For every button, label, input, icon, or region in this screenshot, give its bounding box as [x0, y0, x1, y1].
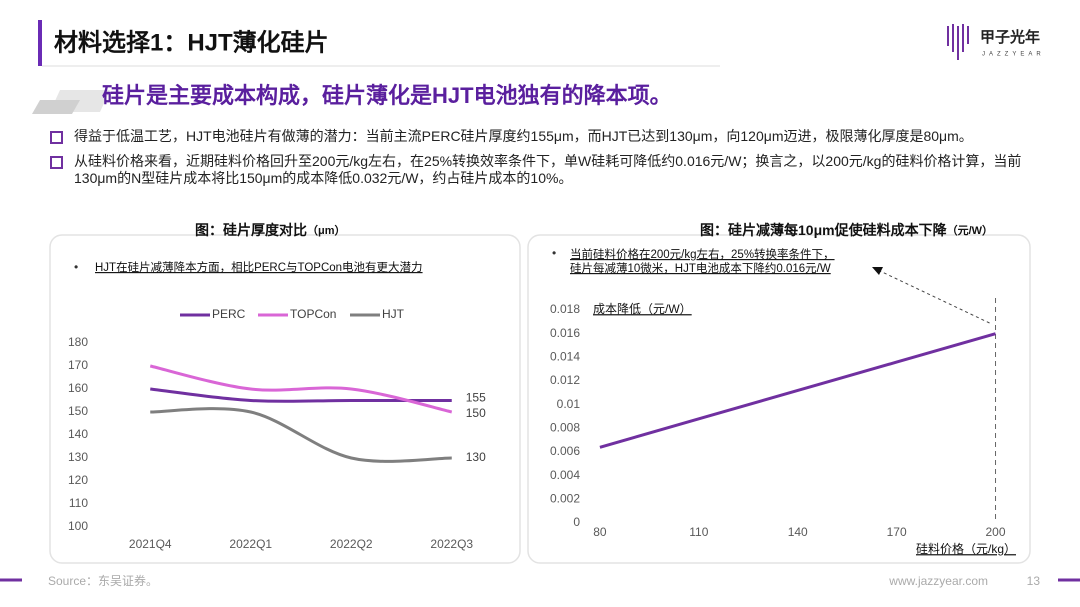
- chart-unit: （元/W）: [947, 224, 993, 237]
- x-tick-label: 170: [887, 525, 907, 539]
- panel: [527, 234, 1031, 564]
- y-tick-label: 0.014: [550, 350, 580, 364]
- x-tick-label: 80: [593, 525, 607, 539]
- y-tick-label: 0.018: [550, 302, 580, 316]
- slide-title: 材料选择1：HJT薄化硅片: [54, 28, 329, 56]
- y-tick-label: 0: [573, 515, 580, 529]
- source: Source：东吴证券。: [48, 573, 158, 588]
- y-tick-label: 110: [69, 496, 88, 510]
- panel: [49, 234, 521, 564]
- x-tick-label: 2022Q3: [430, 537, 473, 551]
- chart-title: 图：硅片减薄每10μm促使硅料成本下降（元/W）: [700, 222, 993, 238]
- chart-title-text: 图：硅片厚度对比: [195, 222, 307, 238]
- y-tick-label: 120: [68, 473, 88, 487]
- x-tick-label: 200: [986, 525, 1006, 539]
- logo-tagline: JAZZYEAR: [982, 52, 1045, 58]
- annotation: 硅片每减薄10微米，HJT电池成本下降约0.016元/W: [570, 261, 831, 275]
- annotation: 当前硅料价格在200元/kg左右，25%转换率条件下，: [570, 247, 835, 261]
- chart-title: 图：硅片厚度对比（μm）: [195, 222, 346, 238]
- bullet-list: 得益于低温工艺，HJT电池硅片有做薄的潜力：当前主流PERC硅片厚度约155μm…: [48, 128, 1038, 195]
- x-tick-label: 140: [788, 525, 808, 539]
- title-bar: [38, 20, 42, 66]
- y-tick-label: 0.002: [550, 492, 580, 506]
- annotation-arrow: [879, 270, 990, 324]
- legend-label: PERC: [212, 307, 246, 321]
- chart-title-text: 图：硅片减薄每10μm促使硅料成本下降: [700, 222, 948, 238]
- data-label: 155: [466, 391, 486, 405]
- y-tick-label: 130: [68, 450, 88, 464]
- series-line: [150, 407, 452, 463]
- y-tick-label: 0.012: [550, 373, 580, 387]
- y-axis-label: 成本降低（元/W）: [593, 302, 692, 316]
- data-label: 130: [466, 450, 486, 464]
- y-tick-label: 150: [68, 404, 88, 418]
- deco: [32, 100, 80, 114]
- page-number: 13: [1027, 574, 1041, 588]
- x-tick-label: 2022Q2: [330, 537, 373, 551]
- data-label: 150: [466, 406, 486, 420]
- note-bullet: •: [552, 246, 556, 260]
- website: www.jazzyear.com: [888, 574, 988, 588]
- legend-label: HJT: [382, 307, 405, 321]
- y-tick-label: 0.01: [557, 397, 581, 411]
- y-tick-label: 0.006: [550, 444, 580, 458]
- y-tick-label: 0.008: [550, 421, 580, 435]
- x-tick-label: 110: [689, 525, 708, 539]
- arrow-head: [872, 267, 883, 275]
- chart-unit: （μm）: [307, 224, 346, 237]
- logo-name: 甲子光年: [980, 28, 1040, 46]
- y-tick-label: 170: [68, 358, 88, 372]
- x-axis-label: 硅料价格（元/kg）: [916, 541, 1016, 556]
- series-line: [149, 364, 453, 414]
- x-tick-label: 2021Q4: [129, 537, 172, 551]
- y-tick-label: 160: [68, 381, 88, 395]
- y-tick-label: 180: [68, 335, 88, 349]
- series-line: [599, 332, 996, 449]
- slide-subtitle: 硅片是主要成本构成，硅片薄化是HJT电池独有的降本项。: [102, 83, 672, 108]
- x-tick-label: 2022Q1: [229, 537, 272, 551]
- y-tick-label: 100: [68, 519, 88, 533]
- logo-mark: [947, 24, 969, 60]
- y-tick-label: 140: [68, 427, 88, 441]
- note-bullet: •: [74, 260, 78, 274]
- bullet: 得益于低温工艺，HJT电池硅片有做薄的潜力：当前主流PERC硅片厚度约155μm…: [48, 128, 1038, 145]
- legend-label: TOPCon: [290, 307, 336, 321]
- note: HJT在硅片减薄降本方面，相比PERC与TOPCon电池有更大潜力: [95, 260, 423, 274]
- y-tick-label: 0.004: [550, 468, 580, 482]
- y-tick-label: 0.016: [550, 326, 580, 340]
- bullet: 从硅料价格来看，近期硅料价格回升至200元/kg左右，在25%转换效率条件下，单…: [48, 153, 1038, 187]
